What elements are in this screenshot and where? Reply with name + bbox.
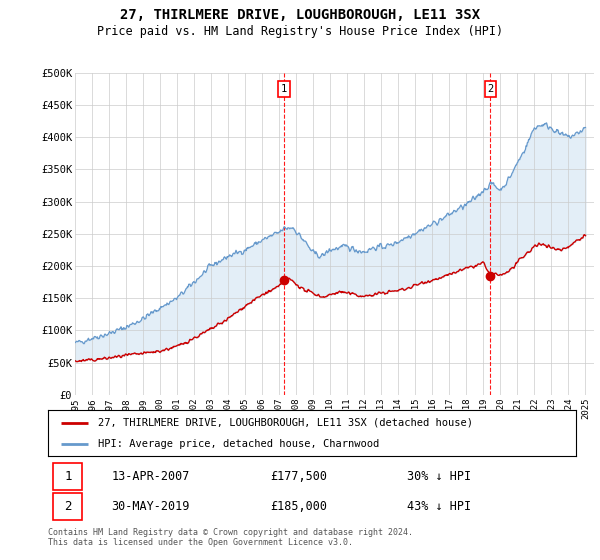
- Text: 27, THIRLMERE DRIVE, LOUGHBOROUGH, LE11 3SX: 27, THIRLMERE DRIVE, LOUGHBOROUGH, LE11 …: [120, 8, 480, 22]
- Text: 1: 1: [64, 470, 71, 483]
- Text: 13-APR-2007: 13-APR-2007: [112, 470, 190, 483]
- Text: Price paid vs. HM Land Registry's House Price Index (HPI): Price paid vs. HM Land Registry's House …: [97, 25, 503, 38]
- Text: Contains HM Land Registry data © Crown copyright and database right 2024.
This d: Contains HM Land Registry data © Crown c…: [48, 528, 413, 547]
- FancyBboxPatch shape: [53, 493, 82, 520]
- Text: 30-MAY-2019: 30-MAY-2019: [112, 500, 190, 513]
- Text: 27, THIRLMERE DRIVE, LOUGHBOROUGH, LE11 3SX (detached house): 27, THIRLMERE DRIVE, LOUGHBOROUGH, LE11 …: [98, 418, 473, 428]
- Text: 2: 2: [487, 84, 493, 94]
- Text: 2: 2: [64, 500, 71, 513]
- Text: £185,000: £185,000: [270, 500, 327, 513]
- Text: HPI: Average price, detached house, Charnwood: HPI: Average price, detached house, Char…: [98, 439, 379, 449]
- Text: 1: 1: [281, 84, 287, 94]
- Text: 43% ↓ HPI: 43% ↓ HPI: [407, 500, 471, 513]
- Text: 30% ↓ HPI: 30% ↓ HPI: [407, 470, 471, 483]
- FancyBboxPatch shape: [53, 463, 82, 490]
- Text: £177,500: £177,500: [270, 470, 327, 483]
